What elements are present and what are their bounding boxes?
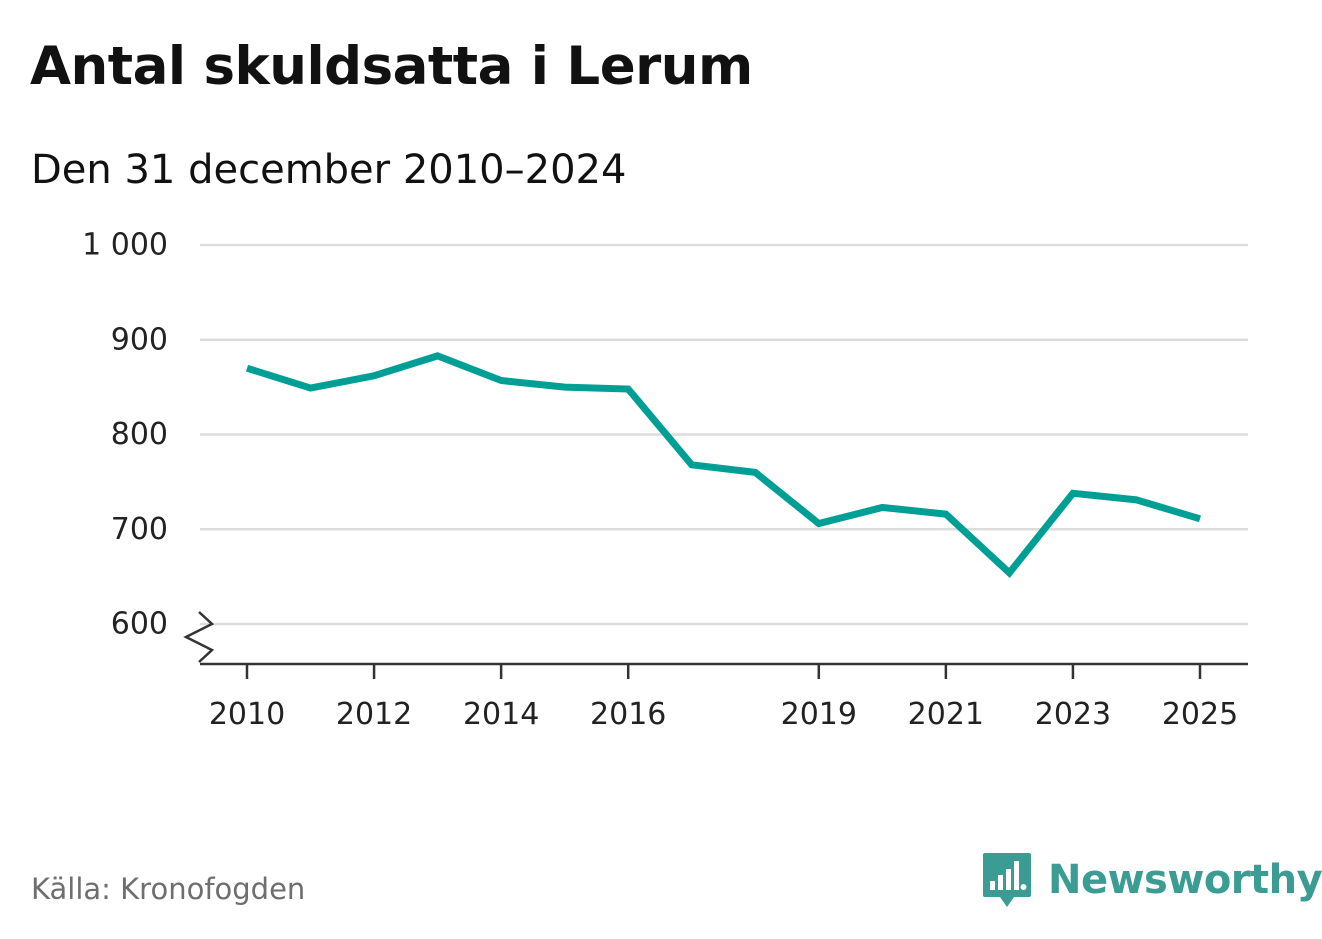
y-axis-tick-labels: 600 700 800 900 1 000 — [82, 228, 168, 642]
gridlines — [200, 243, 1248, 626]
chart-subtitle: Den 31 december 2010–2024 — [31, 147, 627, 193]
data-point-2012 — [371, 372, 378, 379]
brand-name: Newsworthy — [1048, 857, 1322, 903]
data-point-2016 — [625, 386, 632, 393]
brand-logo: Newsworthy — [982, 851, 1322, 909]
data-point-2013 — [434, 352, 441, 359]
x-tick-label-2012: 2012 — [336, 697, 412, 732]
data-point-2025 — [1197, 515, 1204, 522]
x-tick-label-2021: 2021 — [908, 697, 984, 732]
x-tick-label-2010: 2010 — [209, 697, 285, 732]
data-point-2023 — [1069, 490, 1076, 497]
y-tick-label-600: 600 — [111, 607, 168, 642]
y-tick-label-1000: 1 000 — [82, 228, 168, 263]
data-point-2020 — [879, 504, 886, 511]
y-tick-label-700: 700 — [111, 512, 168, 547]
y-tick-label-800: 800 — [111, 417, 168, 452]
x-tick-label-2023: 2023 — [1035, 697, 1111, 732]
data-point-2010 — [244, 365, 251, 372]
series — [244, 352, 1204, 578]
source-note: Källa: Kronofogden — [31, 872, 306, 906]
x-tick-label-2016: 2016 — [590, 697, 666, 732]
data-point-2011 — [307, 385, 314, 392]
data-point-2022 — [1006, 569, 1013, 576]
data-point-2018 — [752, 469, 759, 476]
axis-break-mark — [183, 611, 215, 663]
data-point-2024 — [1133, 496, 1140, 503]
y-tick-label-900: 900 — [111, 322, 168, 357]
data-point-2014 — [498, 377, 505, 384]
data-point-2017 — [688, 461, 695, 468]
x-axis-tick-labels: 2010 2012 2014 2016 2019 2021 2023 2025 — [209, 697, 1238, 732]
data-point-2021 — [942, 511, 949, 518]
x-axis — [183, 611, 1248, 679]
chart-title: Antal skuldsatta i Lerum — [30, 36, 753, 97]
x-tick-label-2019: 2019 — [781, 697, 857, 732]
x-tick-label-2025: 2025 — [1162, 697, 1238, 732]
newsworthy-logo-icon — [983, 853, 1031, 907]
x-tick-label-2014: 2014 — [463, 697, 539, 732]
data-point-2015 — [561, 384, 568, 391]
series-line-0 — [245, 352, 1202, 578]
data-point-2019 — [815, 520, 822, 527]
